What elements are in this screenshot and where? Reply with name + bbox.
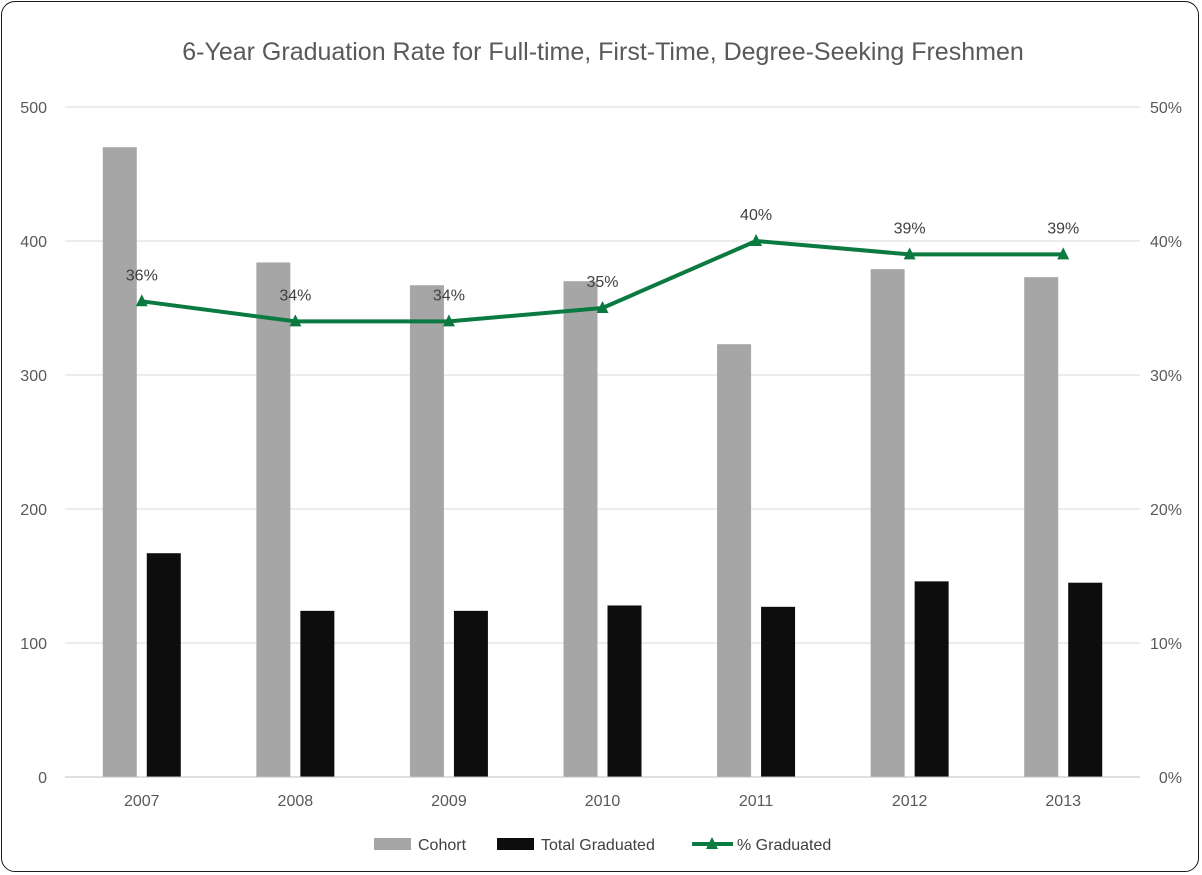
total-graduated-bar — [914, 581, 949, 777]
graduated-rate-marker — [750, 234, 763, 246]
left-y-tick-label: 200 — [20, 502, 47, 519]
total-graduated-bar — [453, 610, 488, 777]
left-y-tick-label: 0 — [38, 770, 47, 787]
graduated-rate-marker — [1057, 247, 1070, 260]
legend: Cohort Total Graduated % Graduated — [374, 837, 831, 854]
graduated-rate-data-label: 39% — [1047, 220, 1079, 237]
legend-total-graduated-label: Total Graduated — [541, 837, 655, 854]
total-graduated-bar — [1068, 582, 1103, 777]
legend-total-graduated-swatch — [497, 838, 534, 850]
graduated-rate-data-label: 35% — [586, 274, 618, 291]
x-tick-label: 2008 — [278, 793, 314, 810]
x-tick-label: 2007 — [124, 793, 160, 810]
cohort-bar — [102, 147, 137, 777]
bars-group — [102, 147, 1103, 777]
right-y-tick-label: 10% — [1150, 636, 1182, 653]
graduated-rate-marker — [289, 314, 302, 327]
cohort-bar — [563, 281, 598, 777]
legend-graduated-rate-label: % Graduated — [737, 837, 831, 854]
x-tick-label: 2012 — [892, 793, 928, 810]
legend-cohort-label: Cohort — [418, 837, 467, 854]
chart-title: 6-Year Graduation Rate for Full-time, Fi… — [182, 38, 1024, 66]
graduated-rate-data-label: 40% — [740, 207, 772, 224]
legend-cohort-swatch — [374, 838, 411, 850]
gridlines — [65, 106, 1140, 778]
right-y-tick-label: 30% — [1150, 368, 1182, 385]
x-axis: 2007 2008 2009 2010 2011 2012 2013 — [65, 776, 1140, 810]
left-y-tick-label: 300 — [20, 368, 47, 385]
line-group: 36% 34% 34% 35% 40% 39% 39% — [126, 207, 1079, 327]
right-y-tick-label: 50% — [1150, 100, 1182, 117]
x-tick-label: 2013 — [1045, 793, 1081, 810]
right-y-tick-label: 20% — [1150, 502, 1182, 519]
right-y-axis: 0% 10% 20% 30% 40% 50% — [1150, 100, 1182, 787]
cohort-bar — [409, 285, 444, 777]
graduated-rate-marker — [442, 314, 455, 327]
cohort-bar — [870, 269, 905, 777]
left-y-tick-label: 100 — [20, 636, 47, 653]
legend-graduated-rate-marker — [706, 837, 718, 849]
graduated-rate-marker — [903, 247, 916, 260]
cohort-bar — [717, 344, 752, 777]
total-graduated-bar — [607, 605, 642, 777]
left-y-tick-label: 500 — [20, 100, 47, 117]
cohort-bar — [256, 262, 291, 777]
x-tick-label: 2011 — [739, 793, 774, 810]
right-y-tick-label: 0% — [1159, 770, 1182, 787]
graduated-rate-data-label: 34% — [433, 287, 465, 304]
total-graduated-bar — [761, 606, 796, 777]
total-graduated-bar — [300, 610, 335, 777]
cohort-bar — [1024, 277, 1059, 777]
graduated-rate-marker — [596, 301, 609, 313]
graduated-rate-marker — [135, 294, 148, 307]
total-graduated-bar — [146, 553, 181, 777]
graduated-rate-data-label: 39% — [894, 220, 926, 237]
graduated-rate-data-label: 34% — [279, 287, 311, 304]
x-tick-label: 2009 — [431, 793, 467, 810]
x-tick-label: 2010 — [585, 793, 621, 810]
right-y-tick-label: 40% — [1150, 234, 1182, 251]
left-y-axis: 0 100 200 300 400 500 — [20, 100, 47, 787]
left-y-tick-label: 400 — [20, 234, 47, 251]
graduated-rate-data-label: 36% — [126, 267, 158, 284]
